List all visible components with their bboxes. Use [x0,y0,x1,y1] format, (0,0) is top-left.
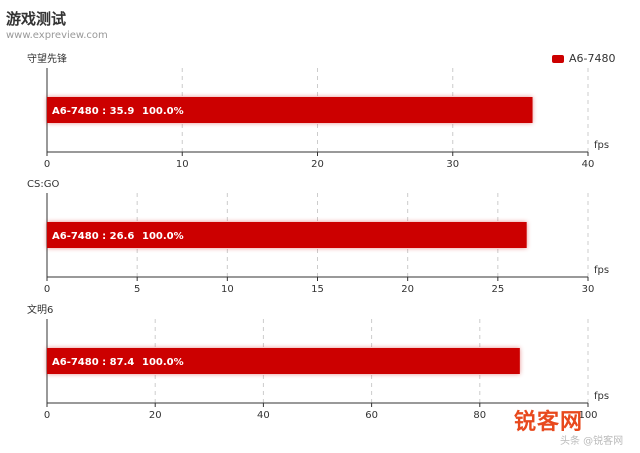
x-tick-label: 0 [44,284,50,295]
x-tick-label: 100 [578,410,597,421]
bar [47,222,527,248]
bar-value-label: A6-7480 : 87.4 [52,357,134,368]
x-tick-label: 30 [582,284,595,295]
axis-unit-label: fps [594,391,609,402]
x-tick-label: 20 [401,284,414,295]
x-tick-label: 80 [473,410,486,421]
x-tick-label: 0 [44,410,50,421]
bar-percent-label: 100.0% [142,231,184,242]
axis-unit-label: fps [594,140,609,151]
legend[interactable]: A6-7480 [552,52,616,65]
axis-unit-label: fps [594,265,609,276]
x-tick-label: 30 [446,159,459,170]
x-tick-label: 5 [134,284,140,295]
chart-source: www.expreview.com [6,30,108,41]
bar-percent-label: 100.0% [142,357,184,368]
x-tick-label: 0 [44,159,50,170]
x-tick-label: 10 [176,159,189,170]
bar-percent-label: 100.0% [142,106,184,117]
panel-title: CS:GO [27,179,59,190]
legend-label: A6-7480 [569,52,616,65]
legend-swatch [552,54,564,63]
x-tick-label: 60 [365,410,378,421]
panel-title: 守望先锋 [27,52,67,65]
x-tick-label: 25 [491,284,504,295]
x-tick-label: 20 [311,159,324,170]
x-tick-label: 40 [582,159,595,170]
panel-title: 文明6 [27,303,53,316]
x-tick-label: 40 [257,410,270,421]
x-tick-label: 15 [311,284,324,295]
bar [47,348,520,374]
x-tick-label: 10 [221,284,234,295]
bar-value-label: A6-7480 : 35.9 [52,106,134,117]
bar-value-label: A6-7480 : 26.6 [52,231,134,242]
bar [47,97,533,123]
chart-title: 游戏测试 [6,10,67,28]
watermark-sub: 头条 @锐客网 [560,436,624,447]
watermark-logo: 锐客网 [514,410,584,435]
x-tick-label: 20 [149,410,162,421]
